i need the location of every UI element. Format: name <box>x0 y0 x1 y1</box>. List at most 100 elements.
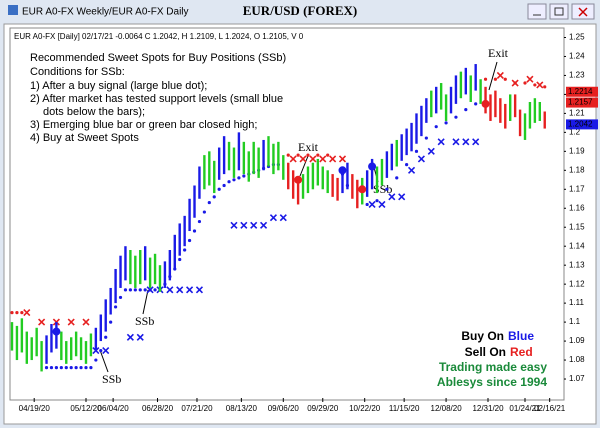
arrow <box>142 289 149 315</box>
annotation: Exit <box>488 46 509 60</box>
arrow <box>488 61 498 91</box>
stop-dot <box>54 366 58 370</box>
stop-cross <box>378 200 386 209</box>
annotation: SSb <box>135 314 154 328</box>
maximize-button[interactable] <box>549 3 569 20</box>
stop-cross <box>417 155 425 163</box>
icon <box>578 7 588 17</box>
stop-cross <box>536 81 544 89</box>
x-tick-label: 01/24/21 <box>509 404 541 413</box>
stop-dot <box>128 288 132 292</box>
stop-dot <box>133 288 137 292</box>
y-tick-label: 1.16 <box>569 203 585 212</box>
legend-text: Buy On <box>461 329 504 343</box>
stop-cross <box>82 318 90 326</box>
stop-dot <box>464 107 468 112</box>
x-tick-label: 12/08/20 <box>431 404 463 413</box>
price-label: 1.2157 <box>568 98 593 107</box>
y-tick-label: 1.17 <box>569 184 585 193</box>
x-tick-label: 02/16/21 <box>534 404 566 413</box>
note: Recommended Sweet Spots for Buy Position… <box>30 52 286 64</box>
stop-cross <box>329 155 337 163</box>
stop-cross <box>23 309 31 317</box>
stop-cross <box>146 286 154 294</box>
stop-cross <box>526 75 534 83</box>
legend-text: Sell On <box>465 345 506 359</box>
note: 4) Buy at Sweet Spots <box>30 132 139 144</box>
x-tick-label: 07/21/20 <box>181 404 213 413</box>
stop-dot <box>10 311 14 315</box>
legend-text: Red <box>510 345 533 359</box>
legend-text: Blue <box>508 329 534 343</box>
stop-cross <box>102 346 110 355</box>
y-tick-label: 1.25 <box>569 33 585 42</box>
legend-text: Ablesys since 1994 <box>437 375 547 389</box>
stop-cross <box>452 138 460 146</box>
stop-cross <box>496 71 504 80</box>
icon <box>554 7 564 16</box>
stop-dot <box>84 366 88 370</box>
stop-dot <box>69 366 73 370</box>
x-tick-label: 09/29/20 <box>307 404 339 413</box>
stop-cross <box>319 155 327 163</box>
stop-cross <box>309 155 317 163</box>
plot-frame <box>9 27 565 401</box>
stop-dot <box>202 210 206 214</box>
y-tick-label: 1.11 <box>569 298 585 307</box>
stop-dot <box>326 153 330 157</box>
stop-dot <box>109 320 113 324</box>
note: 3) Emerging blue bar or green bar closed… <box>30 119 257 131</box>
y-tick-label: 1.13 <box>569 260 585 269</box>
arrow <box>299 155 309 177</box>
stop-dot <box>217 187 221 191</box>
y-tick-label: 1.19 <box>569 146 585 155</box>
stop-dot <box>138 288 142 292</box>
stop-dot <box>237 176 241 180</box>
stop-dot <box>99 348 103 353</box>
stop-cross <box>437 138 445 146</box>
stop-dot <box>143 288 147 292</box>
stop-dot <box>434 125 438 129</box>
x-tick-label: 11/15/20 <box>389 404 420 413</box>
window-icon <box>8 5 18 15</box>
stop-dot <box>424 136 428 140</box>
x-tick-label: 10/22/20 <box>349 404 381 413</box>
stop-dot <box>74 366 78 370</box>
stop-cross <box>427 147 435 155</box>
stop-dot <box>493 77 498 81</box>
stop-cross <box>230 221 238 229</box>
stop-cross <box>166 286 174 294</box>
stop-cross <box>136 333 144 341</box>
minimize-button[interactable] <box>527 3 547 20</box>
y-tick-label: 1.12 <box>569 279 585 288</box>
stop-dot <box>523 81 527 85</box>
price-label: 1.2214 <box>568 87 593 96</box>
y-tick-label: 1.1 <box>569 317 581 326</box>
stop-cross <box>176 286 184 294</box>
stop-dot <box>296 153 300 157</box>
legend: Buy On Blue Sell On Red Trading made eas… <box>437 329 547 389</box>
stop-dot <box>212 195 216 199</box>
signal-dot <box>338 166 347 175</box>
stop-dot <box>474 102 478 106</box>
stop-cross <box>260 221 268 229</box>
stop-dot <box>385 187 389 191</box>
signal-dot <box>52 327 61 336</box>
stop-dot <box>79 366 83 370</box>
x-tick-label: 09/06/20 <box>268 404 300 413</box>
stop-dot <box>227 180 231 184</box>
stop-cross <box>250 221 258 229</box>
signal-dot <box>368 162 377 171</box>
y-tick-label: 1.18 <box>569 165 585 174</box>
price-label-box <box>566 97 598 108</box>
stop-dot <box>89 366 93 370</box>
signal-dot <box>358 185 367 194</box>
note: Conditions for SSb: <box>30 66 125 78</box>
price-label: 1.2042 <box>568 119 593 128</box>
stop-cross <box>289 155 297 163</box>
annotation: Exit <box>298 140 319 154</box>
stop-dot <box>222 183 226 188</box>
stop-cross <box>511 79 519 87</box>
note: dots below the bars); <box>43 106 145 118</box>
